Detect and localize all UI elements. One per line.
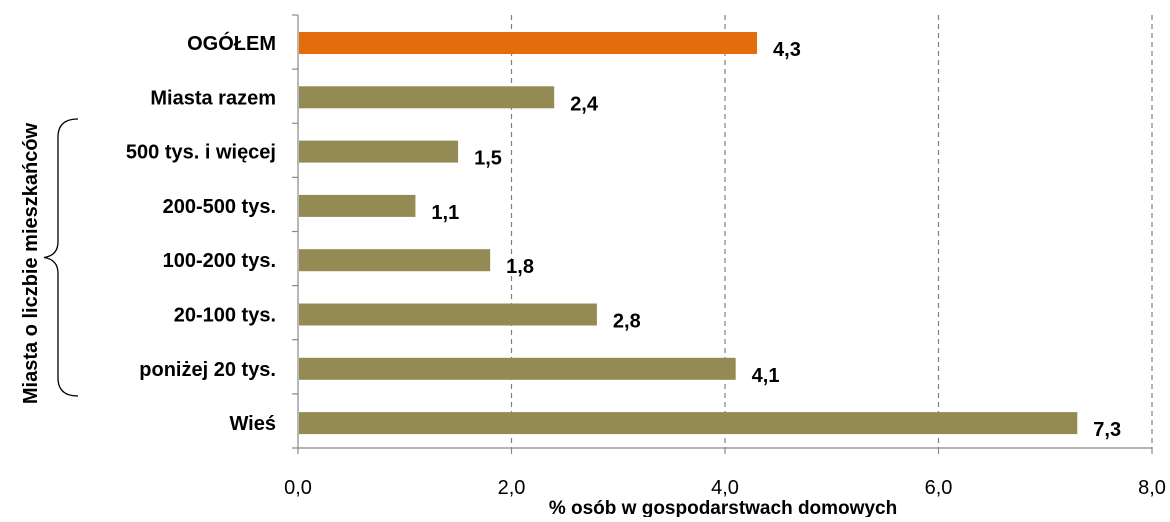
value-label-3: 1,1 [431, 202, 459, 224]
category-label-5: 20-100 tys. [174, 305, 276, 327]
category-label-6: poniżej 20 tys. [139, 359, 276, 381]
bar-6 [299, 357, 736, 380]
category-label-4: 100-200 tys. [163, 250, 276, 272]
value-label-4: 1,8 [506, 256, 534, 278]
bar-1 [299, 86, 555, 109]
category-label-2: 500 tys. i więcej [126, 142, 276, 164]
category-label-0: OGÓŁEM [187, 31, 276, 55]
x-tick-label-1: 2,0 [498, 477, 526, 499]
axes [297, 15, 1152, 449]
x-tick-label-4: 8,0 [1138, 477, 1166, 499]
x-tick-label-2: 4,0 [711, 477, 739, 499]
bar-4 [299, 249, 491, 272]
x-axis-title: % osób w gospodarstwach domowych [549, 498, 897, 517]
x-tick-label-3: 6,0 [925, 477, 953, 499]
value-label-7: 7,3 [1093, 419, 1121, 441]
value-label-2: 1,5 [474, 148, 502, 170]
value-label-0: 4,3 [773, 39, 801, 61]
bars [299, 32, 1078, 435]
category-label-3: 200-500 tys. [163, 196, 276, 218]
bar-3 [299, 194, 416, 217]
group-brace [43, 118, 79, 397]
bar-0 [299, 32, 758, 54]
bar-2 [299, 140, 459, 163]
x-tick-label-0: 0,0 [284, 477, 312, 499]
value-label-1: 2,4 [570, 93, 599, 115]
group-bracket [43, 118, 79, 397]
category-label-1: Miasta razem [150, 87, 276, 109]
value-label-6: 4,1 [752, 365, 780, 387]
labels: OGÓŁEM 4,3 Miasta razem 2,4 500 tys. i więce… [126, 31, 1166, 499]
bar-5 [299, 303, 597, 326]
value-label-5: 2,8 [613, 311, 641, 333]
gridlines [292, 14, 1153, 454]
bar-7 [299, 412, 1078, 435]
group-label: Miasta o liczbie mieszkańców [20, 122, 42, 404]
category-label-7: Wieś [229, 413, 276, 435]
